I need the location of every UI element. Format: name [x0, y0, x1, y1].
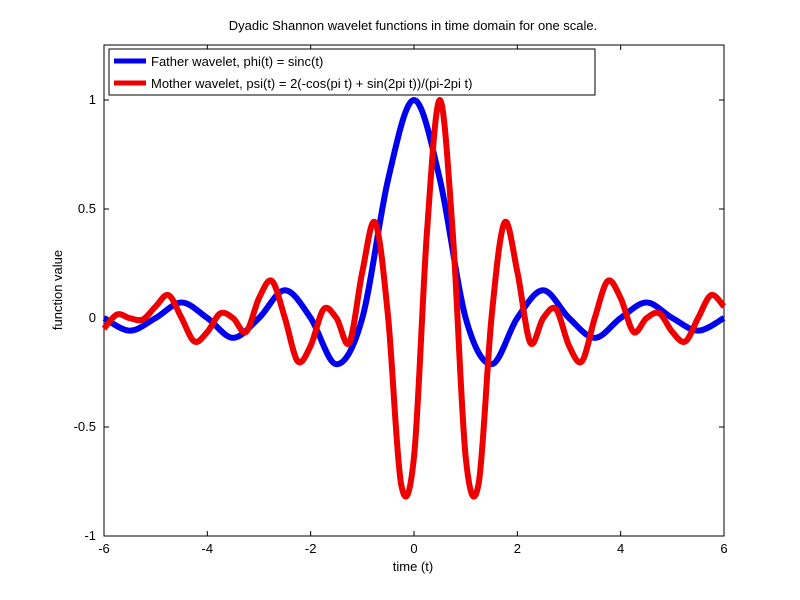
legend-label-father: Father wavelet, phi(t) = sinc(t): [151, 54, 323, 69]
series-lines: [101, 97, 727, 500]
x-tick-label: -4: [202, 541, 214, 556]
mother-wavelet-line: [101, 97, 727, 500]
x-tick-label: 4: [617, 541, 624, 556]
legend-box: [108, 48, 596, 96]
x-tick-label: 2: [514, 541, 521, 556]
plot-area: -6 -4 -2 0 2 4 6 -1 -0.5 0 0.5 1: [74, 44, 728, 556]
legend: Father wavelet, phi(t) = sinc(t) Mother …: [108, 48, 596, 96]
y-tick-label: 1: [89, 92, 96, 107]
legend-label-mother: Mother wavelet, psi(t) = 2(-cos(pi t) + …: [151, 76, 472, 91]
y-tick-label: -1: [84, 528, 96, 543]
father-wavelet-line: [102, 97, 726, 368]
x-tick-label: 0: [410, 541, 417, 556]
axis-ticks: -6 -4 -2 0 2 4 6 -1 -0.5 0 0.5 1: [74, 45, 728, 556]
x-tick-label: -6: [98, 541, 110, 556]
x-tick-label: -2: [305, 541, 317, 556]
y-axis-label: function value: [50, 250, 65, 330]
x-tick-label: 6: [720, 541, 727, 556]
y-tick-label: 0: [89, 310, 96, 325]
y-tick-label: -0.5: [74, 419, 96, 434]
x-axis-label: time (t): [393, 559, 433, 574]
y-tick-label: 0.5: [78, 201, 96, 216]
chart-title: Dyadic Shannon wavelet functions in time…: [229, 18, 598, 33]
